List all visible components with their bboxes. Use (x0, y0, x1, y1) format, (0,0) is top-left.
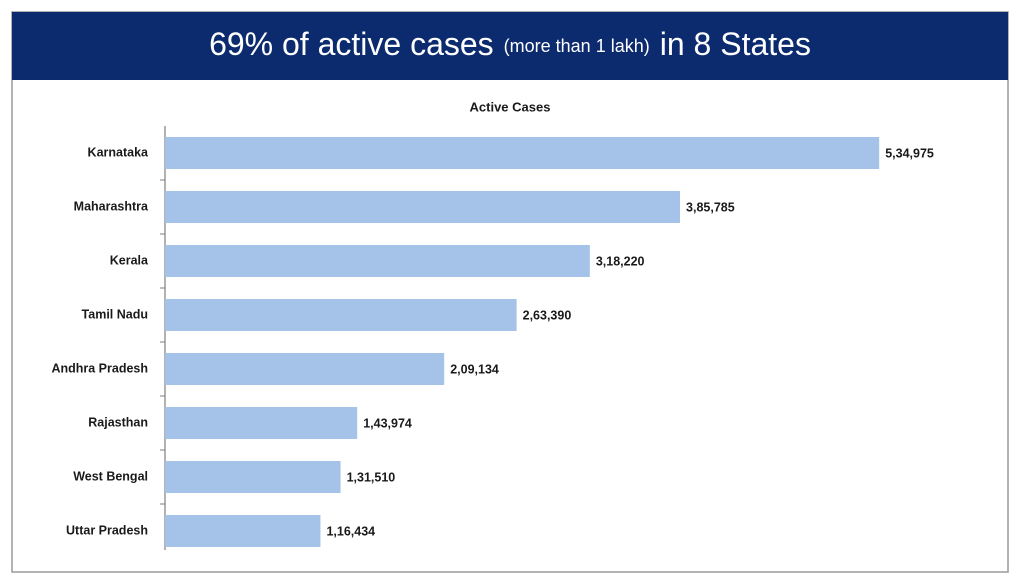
bar (165, 461, 341, 493)
category-label: Rajasthan (88, 415, 148, 429)
value-label: 2,63,390 (523, 308, 572, 322)
bar (165, 245, 590, 277)
bar (165, 137, 880, 169)
category-label: Maharashtra (74, 199, 149, 213)
value-label: 3,85,785 (686, 200, 735, 214)
value-label: 1,43,974 (363, 416, 412, 430)
category-label: Andhra Pradesh (51, 361, 148, 375)
value-label: 5,34,975 (885, 146, 934, 160)
value-label: 3,18,220 (596, 254, 645, 268)
bar (165, 353, 445, 385)
title-part: (more than 1 lakh) (504, 36, 650, 56)
bar (165, 299, 517, 331)
value-label: 2,09,134 (450, 362, 499, 376)
value-label: 1,31,510 (347, 470, 396, 484)
bar (165, 191, 681, 223)
bar (165, 407, 358, 439)
category-label: West Bengal (73, 469, 148, 483)
category-label: Karnataka (88, 145, 149, 159)
header-title: 69% of active cases (more than 1 lakh) in … (209, 26, 811, 62)
category-label: Kerala (110, 253, 149, 267)
bar (165, 515, 321, 547)
category-label: Uttar Pradesh (66, 523, 148, 537)
frame (11, 11, 1009, 573)
category-label: Tamil Nadu (82, 307, 148, 321)
title-part: 69% of active cases (209, 26, 494, 62)
header-band (12, 12, 1008, 80)
chart-title: Active Cases (470, 99, 551, 114)
title-part: in 8 States (660, 26, 811, 62)
value-label: 1,16,434 (326, 524, 375, 538)
